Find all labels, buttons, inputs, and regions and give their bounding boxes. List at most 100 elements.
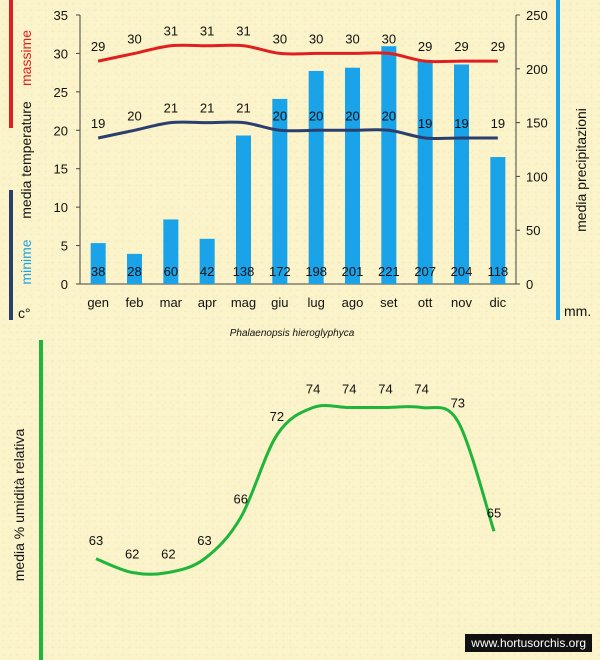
precip-value-label: 204 <box>451 264 473 279</box>
max-temp-label: 30 <box>127 31 141 46</box>
min-temp-label: 20 <box>273 108 287 123</box>
humidity-line <box>95 403 496 576</box>
y-tick-left-label: 15 <box>54 162 68 177</box>
max-label-bar <box>9 0 13 128</box>
x-tick-label: giu <box>271 295 288 310</box>
precip-value-label: 172 <box>269 264 291 279</box>
max-temp-label: 29 <box>418 39 432 54</box>
ylabel-precip: media precipitazioni <box>573 108 589 232</box>
precip-bar <box>454 64 469 284</box>
min-temp-label: 19 <box>491 116 505 131</box>
humidity-value-label: 73 <box>451 395 465 410</box>
humidity-value-label: 74 <box>306 382 320 397</box>
precip-value-label: 38 <box>91 264 105 279</box>
precip-value-label: 138 <box>233 264 255 279</box>
humidity-value-label: 66 <box>233 492 247 507</box>
humidity-value-label: 74 <box>342 382 356 397</box>
y-ticks-right: 0 50 100 150 200 250 <box>516 8 548 292</box>
max-temp-label: 30 <box>382 31 396 46</box>
x-tick-label: set <box>380 295 398 310</box>
watermark: www.hortusorchis.org <box>465 634 592 652</box>
y-tick-right-label: 200 <box>526 62 548 77</box>
precip-bar <box>236 135 251 284</box>
x-tick-label: apr <box>198 295 217 310</box>
max-temp-label: 30 <box>309 31 323 46</box>
humidity-data-labels: 63 62 62 63 66 72 74 74 74 74 73 65 <box>89 382 501 562</box>
x-tick-label: gen <box>87 295 109 310</box>
min-temp-label: 20 <box>309 108 323 123</box>
precipitation-bars <box>90 46 506 285</box>
humidity-value-label: 72 <box>270 409 284 424</box>
x-ticks: gen feb mar apr mag giu lug ago set ott nov dic <box>87 295 506 310</box>
ylabel-humidity: media % umidità relativa <box>11 429 27 582</box>
precip-value-label: 201 <box>342 264 364 279</box>
y-tick-left-label: 35 <box>54 8 68 23</box>
y-tick-left-label: 10 <box>54 200 68 215</box>
x-tick-label: dic <box>490 295 507 310</box>
precip-bar <box>490 157 506 284</box>
humidity-value-label: 63 <box>89 533 103 548</box>
precip-bar <box>272 98 288 284</box>
x-tick-label: ago <box>342 295 364 310</box>
precip-label-bar <box>556 0 560 320</box>
y-tick-left-label: 20 <box>54 123 68 138</box>
x-tick-label: feb <box>125 295 143 310</box>
precip-value-label: 118 <box>487 264 508 279</box>
precip-bar <box>381 46 397 285</box>
min-temp-line <box>97 120 498 141</box>
ylabel-unit-mm: mm. <box>564 303 591 319</box>
mean-label-bar <box>9 190 13 320</box>
x-tick-label: ott <box>418 295 433 310</box>
y-ticks-left: 0 5 10 15 20 25 30 35 <box>54 8 80 292</box>
max-temp-label: 30 <box>345 31 359 46</box>
data-labels: 38 28 60 42 138 172 198 201 221 207 204 118 29 30 31 31… <box>91 24 508 279</box>
ylabel-max: massime <box>18 30 34 86</box>
temperature-lines <box>97 43 498 141</box>
humidity-axis-bar <box>39 340 43 660</box>
x-tick-label: lug <box>307 295 324 310</box>
y-tick-left-label: 25 <box>54 85 68 100</box>
y-tick-right-label: 100 <box>526 169 548 184</box>
max-temp-label: 29 <box>454 39 468 54</box>
min-temp-label: 20 <box>127 108 141 123</box>
humidity-value-label: 62 <box>125 547 139 562</box>
min-temp-label: 19 <box>91 116 105 131</box>
precip-bar <box>345 67 360 284</box>
precip-value-label: 198 <box>305 264 327 279</box>
precip-bar <box>308 70 324 285</box>
max-temp-label: 29 <box>91 39 105 54</box>
y-tick-left-label: 0 <box>61 277 68 292</box>
humidity-value-label: 65 <box>487 505 501 520</box>
min-temp-label: 20 <box>382 108 396 123</box>
precip-bar <box>127 253 142 284</box>
y-tick-right-label: 150 <box>526 116 548 131</box>
precip-bar <box>417 61 433 284</box>
humidity-value-label: 74 <box>414 382 428 397</box>
precip-value-label: 207 <box>414 264 436 279</box>
humidity-curve <box>95 403 496 576</box>
ylabel-min: minime <box>18 239 34 284</box>
max-temp-label: 31 <box>200 24 214 39</box>
precip-bar <box>163 219 179 284</box>
ylabel-unit-c: c° <box>18 305 31 321</box>
humidity-value-label: 63 <box>197 533 211 548</box>
max-temp-label: 31 <box>236 24 250 39</box>
humidity-value-label: 62 <box>161 547 175 562</box>
min-temp-label: 20 <box>345 108 359 123</box>
precip-bar <box>90 243 106 284</box>
precip-bar <box>199 238 215 284</box>
y-tick-right-label: 50 <box>526 223 540 238</box>
max-temp-label: 31 <box>164 24 178 39</box>
max-temp-label: 30 <box>273 31 287 46</box>
x-tick-label: nov <box>451 295 472 310</box>
min-temp-label: 21 <box>164 101 178 116</box>
precip-value-label: 60 <box>164 264 178 279</box>
precip-value-label: 221 <box>378 264 400 279</box>
x-tick-label: mag <box>231 295 256 310</box>
ylabel-mean-temp: media temperature <box>18 101 34 219</box>
precip-value-label: 28 <box>127 264 141 279</box>
x-tick-label: mar <box>160 295 183 310</box>
y-tick-left-label: 5 <box>61 239 68 254</box>
min-temp-label: 19 <box>418 116 432 131</box>
